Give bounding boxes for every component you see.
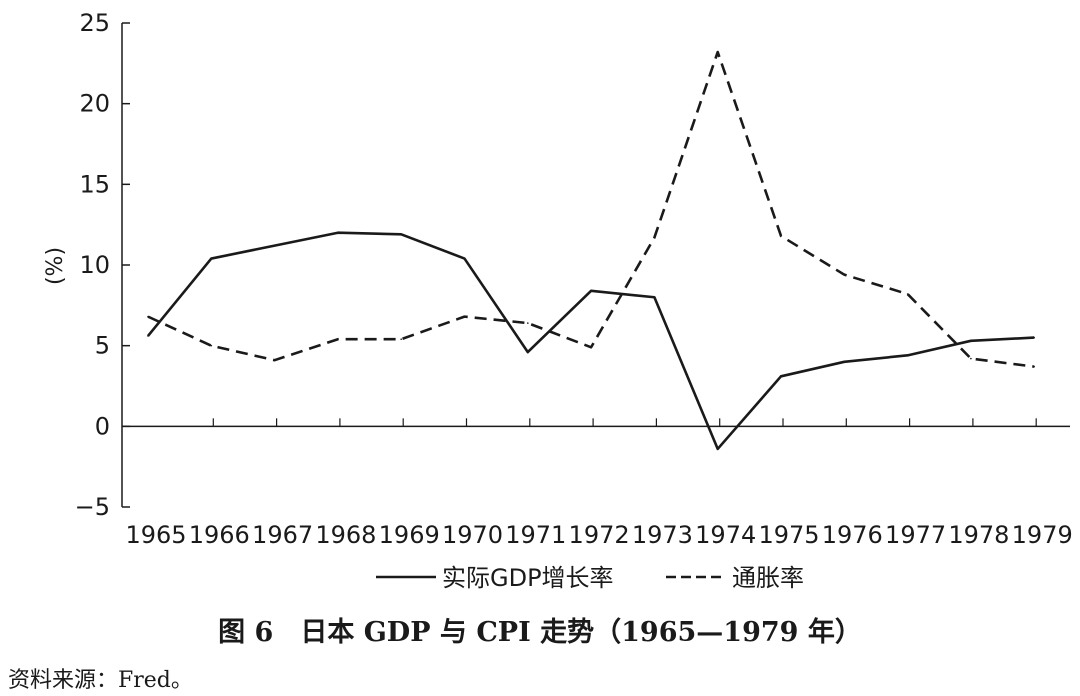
x-tick-label: 1970 — [442, 521, 503, 549]
data-point — [527, 322, 529, 324]
x-tick-label: 1972 — [569, 521, 630, 549]
data-point — [843, 273, 846, 276]
data-point — [273, 244, 276, 247]
data-point — [527, 351, 529, 353]
data-point — [463, 315, 466, 318]
x-tick-label: 1979 — [1012, 521, 1073, 549]
x-tick-label: 1974 — [695, 521, 756, 549]
data-point — [780, 375, 782, 378]
data-point — [843, 361, 846, 363]
y-tick-label: 10 — [79, 251, 110, 279]
data-point — [1033, 365, 1035, 368]
x-tick-label: 1968 — [315, 521, 376, 549]
series-line-inflation — [147, 50, 1035, 368]
data-point — [337, 231, 339, 234]
x-tick-label: 1977 — [885, 521, 946, 549]
legend: 实际GDP增长率 通胀率 — [376, 564, 804, 592]
series-layer — [146, 50, 1035, 451]
x-tick-label: 1975 — [758, 521, 819, 549]
y-tick-label: 5 — [95, 332, 110, 360]
y-axis-label: (%) — [43, 247, 68, 285]
x-axis: 1965 1966 1967 1968 1969 1970 1971 1972 1973 1974… — [122, 418, 1073, 549]
data-point — [906, 293, 909, 295]
y-axis: −5 0 5 10 15 20 25 — [75, 9, 130, 521]
y-tick-label: 15 — [79, 170, 110, 198]
x-tick-label: 1973 — [632, 521, 693, 549]
legend-label: 实际GDP增长率 — [442, 564, 614, 592]
data-point — [273, 359, 276, 361]
data-point — [147, 335, 149, 337]
x-tick-label: 1965 — [125, 521, 186, 549]
figure-caption: 图 6 日本 GDP 与 CPI 走势（1965—1979 年） — [218, 617, 862, 648]
x-tick-label: 1966 — [189, 521, 250, 549]
data-point — [716, 51, 719, 53]
data-point — [1033, 336, 1035, 339]
source-note: 资料来源：Fred。 — [8, 668, 193, 693]
data-point — [970, 340, 972, 342]
x-tick-label: 1969 — [379, 521, 440, 549]
data-point — [780, 235, 782, 237]
data-point — [337, 338, 339, 341]
data-point — [590, 346, 592, 349]
x-tick-label: 1971 — [505, 521, 566, 549]
x-tick-label: 1978 — [948, 521, 1009, 549]
data-point — [463, 257, 466, 260]
data-point — [147, 315, 149, 318]
data-point — [400, 338, 403, 341]
y-tick-label: 0 — [95, 412, 110, 440]
data-point — [400, 233, 403, 236]
y-tick-label: −5 — [75, 493, 110, 521]
data-point — [716, 448, 719, 450]
data-point — [210, 344, 213, 347]
data-point — [210, 257, 213, 260]
data-point — [970, 357, 972, 360]
y-tick-label: 25 — [79, 9, 110, 37]
data-point — [653, 296, 656, 299]
data-point — [653, 236, 656, 239]
y-tick-label: 20 — [79, 90, 110, 118]
data-point — [906, 354, 909, 357]
x-tick-label: 1967 — [252, 521, 313, 549]
x-tick-label: 1976 — [822, 521, 883, 549]
data-point — [590, 290, 592, 292]
series-line-gdp — [146, 231, 1035, 451]
legend-label: 通胀率 — [732, 564, 804, 592]
